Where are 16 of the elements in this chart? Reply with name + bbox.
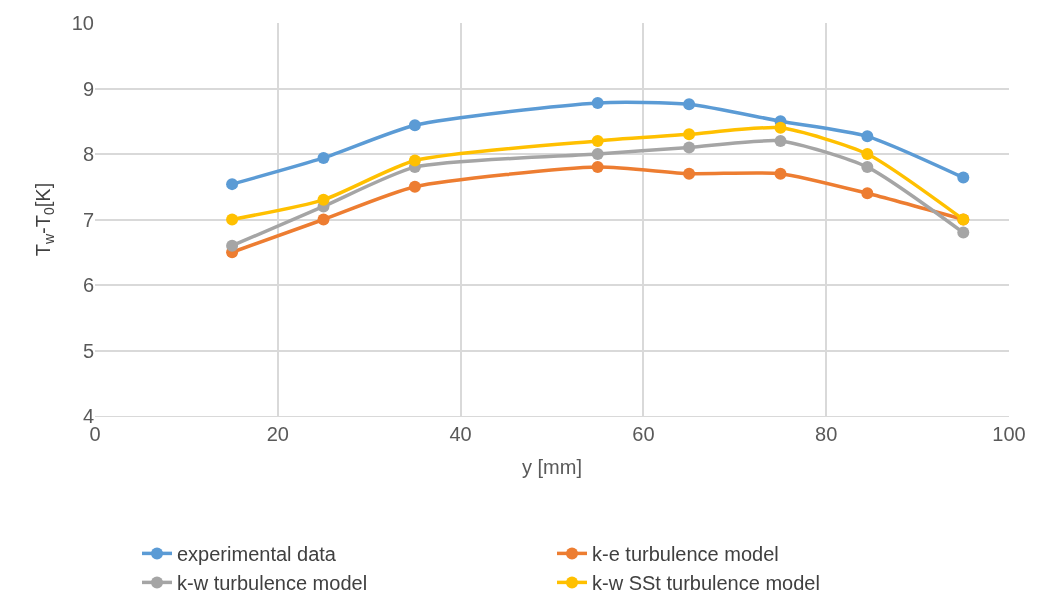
- y-tick-label: 6: [82, 274, 94, 296]
- y-tick-label: 5: [82, 339, 94, 362]
- x-tick-label: 40: [449, 423, 472, 445]
- legend-label: k-e turbulence model: [592, 543, 779, 566]
- x-axis-title: y [mm]: [522, 455, 582, 478]
- legend-label: k-w SSt turbulence model: [592, 572, 820, 595]
- y-tick-label: 10: [71, 12, 94, 34]
- y-tick-label: 9: [82, 77, 94, 100]
- x-tick-label: 20: [266, 423, 289, 445]
- x-tick-label: 80: [815, 423, 838, 445]
- y-tick-label: 8: [82, 143, 94, 165]
- x-tick-label: 100: [992, 423, 1026, 445]
- y-tick-label: 7: [82, 208, 94, 231]
- x-tick-label: 60: [632, 423, 655, 445]
- legend-label: k-w turbulence model: [177, 572, 368, 595]
- legend-label: experimental data: [177, 543, 337, 566]
